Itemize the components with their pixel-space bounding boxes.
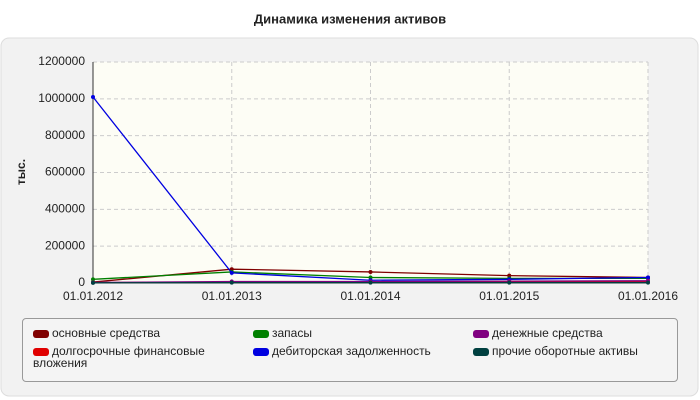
legend-swatch (253, 329, 269, 338)
legend-item: прочие оборотные активы (473, 345, 673, 357)
point (229, 267, 234, 272)
legend-label: основные средства (52, 326, 161, 340)
point (229, 280, 234, 285)
point (91, 94, 95, 99)
legend-item: денежные средства (473, 327, 673, 339)
y-tick-label: 600000 (45, 165, 85, 179)
legend-swatch (253, 347, 269, 356)
legend-item: запасы (253, 327, 453, 339)
x-tick-label: 01.01.2015 (479, 289, 539, 303)
legend-label: денежные средства (492, 326, 603, 340)
legend-item: основные средства (33, 327, 233, 339)
point (507, 273, 512, 278)
point (368, 280, 373, 285)
point (91, 280, 95, 285)
chart-title: Динамика изменения активов (254, 11, 446, 26)
y-tick-label: 800000 (45, 128, 85, 142)
y-axis-label: тыс. (14, 159, 28, 185)
x-tick-label: 01.01.2014 (340, 289, 400, 303)
legend-label: прочие оборотные активы (492, 344, 638, 358)
legend-swatch (473, 329, 489, 338)
legend-label: запасы (272, 326, 312, 340)
point (368, 275, 373, 280)
point (646, 275, 650, 280)
point (646, 280, 650, 285)
y-tick-label: 400000 (45, 202, 85, 216)
legend-item: дебиторская задолженность (253, 345, 453, 357)
y-tick-label: 0 (78, 275, 85, 289)
x-tick-label: 01.01.2012 (63, 289, 123, 303)
y-tick-label: 200000 (45, 238, 85, 252)
point (229, 270, 234, 275)
legend-swatch (473, 347, 489, 356)
legend-swatch (33, 329, 49, 338)
legend-label: дебиторская задолженность (272, 344, 431, 358)
point (91, 277, 95, 282)
x-tick-label: 01.01.2013 (202, 289, 262, 303)
y-tick-label: 1200000 (38, 54, 85, 68)
legend-label: долгосрочные финансовые вложения (33, 344, 205, 370)
x-tick-label: 01.01.2016 (618, 289, 678, 303)
legend: основные средства долгосрочные финансовые… (22, 318, 678, 382)
y-tick-label: 1000000 (38, 91, 85, 105)
legend-swatch (33, 347, 49, 356)
legend-item: долгосрочные финансовые вложения (33, 345, 233, 369)
point (507, 280, 512, 285)
point (368, 269, 373, 274)
